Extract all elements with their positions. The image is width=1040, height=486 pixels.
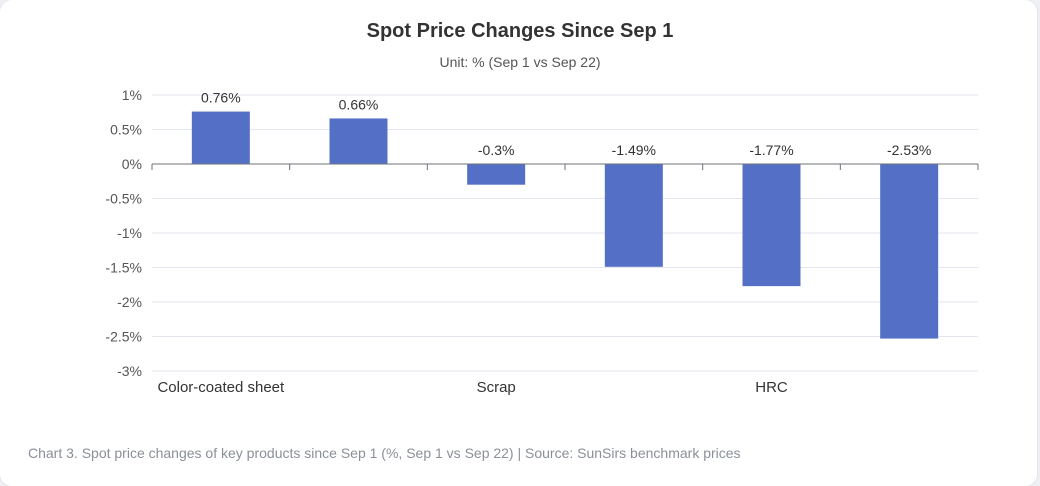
bar bbox=[880, 164, 939, 339]
chart-subtitle: Unit: % (Sep 1 vs Sep 22) bbox=[439, 54, 601, 70]
bar bbox=[329, 118, 388, 164]
x-category-label: HRC bbox=[755, 379, 788, 396]
y-tick-label: -2.5% bbox=[105, 329, 142, 345]
bar bbox=[191, 111, 250, 164]
y-tick-label: -1.5% bbox=[105, 260, 142, 276]
y-tick-label: -0.5% bbox=[105, 191, 142, 207]
bar bbox=[604, 164, 663, 267]
chart-title: Spot Price Changes Since Sep 1 bbox=[366, 20, 674, 42]
data-label: -0.3% bbox=[478, 142, 515, 158]
x-category-label: Scrap bbox=[477, 379, 516, 396]
bar-chart: 1% 0.5% 0% -0.5% -1% -1.5% -2% -2.5% -3% 0.76% 0.6… bbox=[105, 87, 979, 396]
y-tick-label: -3% bbox=[117, 363, 142, 379]
bar bbox=[742, 164, 801, 287]
y-tick-label: 1% bbox=[122, 87, 142, 103]
y-tick-label: 0.5% bbox=[110, 122, 142, 138]
chart-caption: Chart 3. Spot price changes of key produ… bbox=[28, 445, 741, 461]
x-category-label: Color-coated sheet bbox=[157, 379, 285, 396]
y-tick-label: -1% bbox=[117, 225, 142, 241]
data-label: 0.76% bbox=[201, 90, 241, 106]
data-label: -2.53% bbox=[887, 142, 931, 158]
data-label: -1.77% bbox=[749, 142, 793, 158]
y-tick-label: -2% bbox=[117, 294, 142, 310]
y-tick-label: 0% bbox=[122, 156, 142, 172]
data-label: -1.49% bbox=[612, 142, 656, 158]
data-label: 0.66% bbox=[339, 96, 379, 112]
bar bbox=[467, 164, 526, 185]
